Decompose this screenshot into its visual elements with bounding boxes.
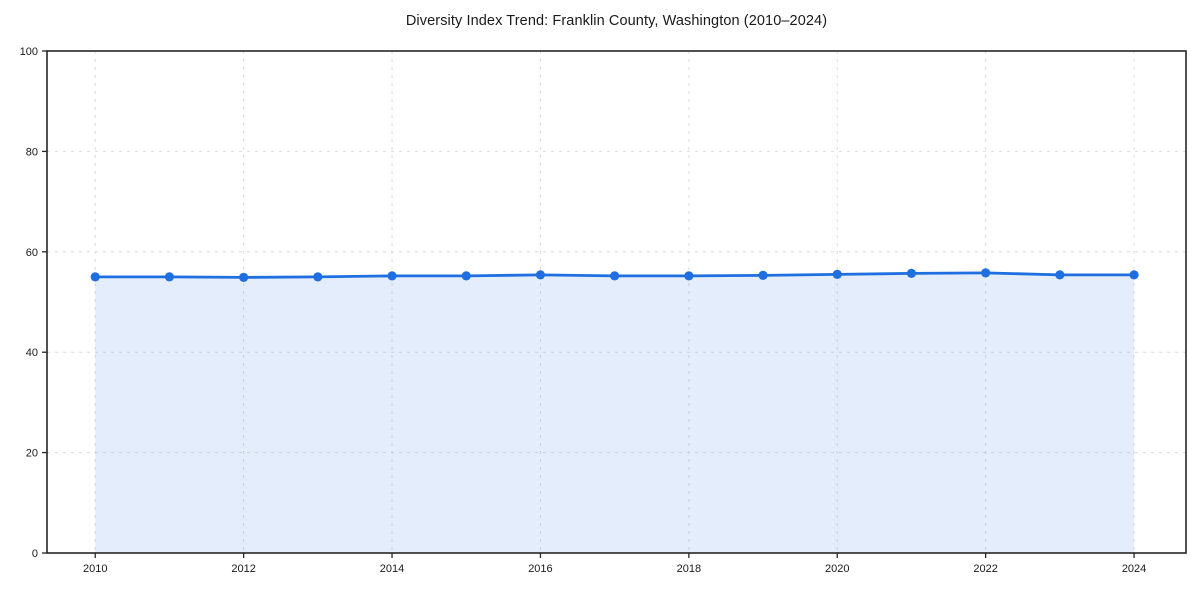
data-point-marker — [387, 271, 397, 281]
y-tick-label: 20 — [26, 448, 38, 460]
x-tick-label: 2014 — [380, 563, 404, 575]
plot-frame — [46, 50, 1187, 554]
area-fill — [95, 272, 1135, 553]
x-tick-label: 2022 — [973, 563, 997, 575]
y-tick-label: 100 — [20, 46, 38, 58]
x-tick-label: 2020 — [825, 563, 849, 575]
x-tick-label: 2018 — [677, 563, 701, 575]
data-point-marker — [239, 272, 249, 283]
data-point-marker — [1055, 270, 1065, 280]
data-point-marker — [610, 271, 620, 281]
x-tick-label: 2016 — [528, 563, 552, 575]
data-point-marker — [1129, 270, 1139, 280]
x-tick-label: 2024 — [1122, 563, 1146, 575]
chart-title: Diversity Index Trend: Franklin County, … — [405, 13, 828, 29]
y-tick-label: 0 — [32, 548, 38, 560]
data-point-marker — [832, 269, 842, 279]
y-tick-label: 80 — [26, 146, 38, 158]
y-tick-label: 40 — [26, 347, 38, 359]
data-point-marker — [906, 268, 917, 278]
data-point-marker — [313, 272, 323, 282]
x-tick-label: 2012 — [231, 563, 255, 575]
data-point-marker — [684, 271, 694, 281]
data-point-marker — [164, 272, 175, 282]
y-tick-label: 60 — [26, 247, 38, 259]
data-point-marker — [758, 270, 768, 280]
data-point-marker — [90, 272, 100, 282]
x-tick-label: 2010 — [83, 563, 107, 575]
data-point-marker — [981, 268, 991, 278]
data-point-marker — [535, 270, 546, 280]
data-point-marker — [461, 271, 471, 281]
